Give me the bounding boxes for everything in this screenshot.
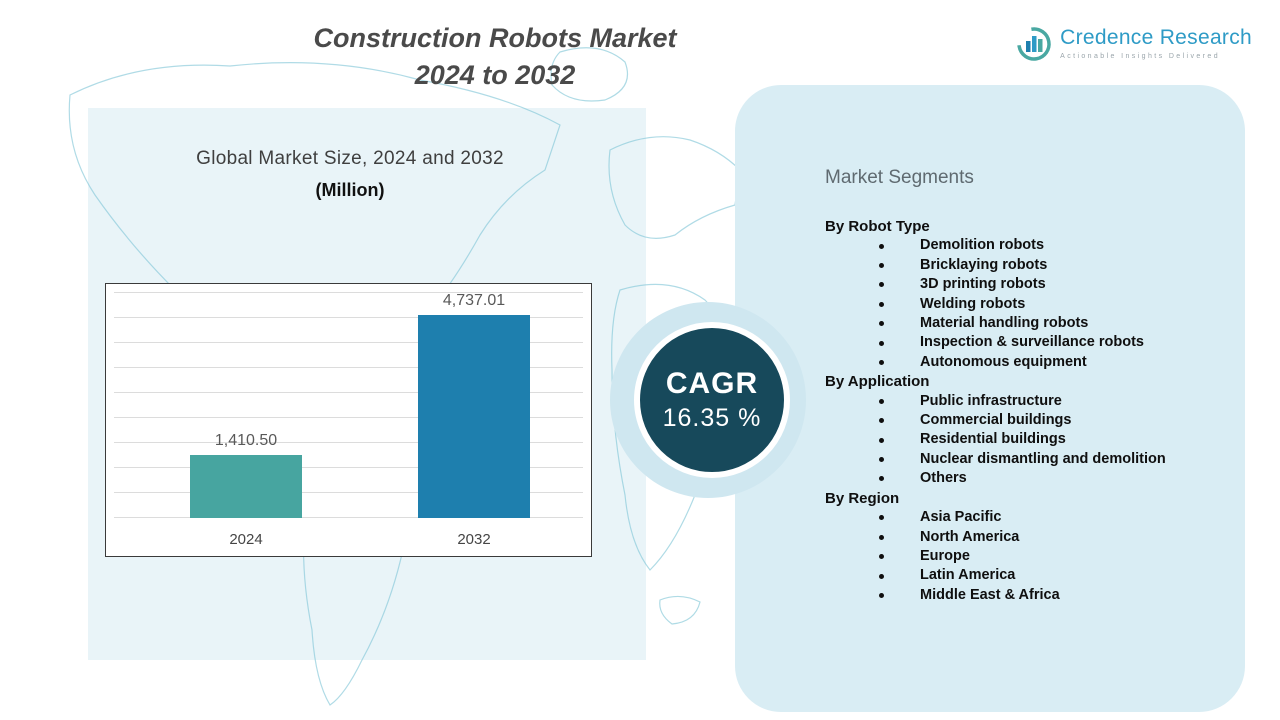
bullet-dot [879,418,884,424]
segment-list-region: Asia Pacific North America Europe Latin … [825,508,1221,605]
list-item: Commercial buildings [825,411,1221,430]
bullet-dot [879,301,884,307]
bar-chart-logo-icon [1017,27,1051,61]
list-item: Welding robots [825,295,1221,314]
bar-column-2024: 1,410.50 [190,292,302,518]
segment-group-robot-type: By Robot Type Demolition robots Bricklay… [825,217,1221,372]
bar-column-2032: 4,737.01 [418,292,530,518]
bullet-dot [879,263,884,269]
segment-heading-region: By Region [825,489,900,507]
bar-2032 [418,315,530,518]
list-item: Inspection & surveillance robots [825,333,1221,352]
list-item: Public infrastructure [825,392,1221,411]
page-title-line2: 2024 to 2032 [414,60,576,90]
list-item: Europe [825,547,1221,566]
bullet-dot [879,554,884,560]
list-item: Others [825,469,1221,488]
bullet-dot [879,398,884,404]
bullet-dot [879,360,884,366]
bullet-dot [879,534,884,540]
bar-value-label-2024: 1,410.50 [214,432,278,449]
segment-heading-application: By Application [825,373,930,391]
bullet-dot [879,340,884,346]
bullet-dot [879,243,884,249]
bullet-dot [879,573,884,579]
cagr-badge: CAGR 16.35 % [634,322,790,478]
market-segments-title: Market Segments [825,167,974,188]
bullet-dot [879,321,884,327]
list-item: Asia Pacific [825,508,1221,527]
chart-heading: Global Market Size, 2024 and 2032 (Milli… [120,148,580,201]
cagr-label: CAGR [665,366,759,400]
bar-value-label-2032: 4,737.01 [442,292,506,309]
brand-name: Credence Research [1060,26,1252,49]
segment-list-robot-type: Demolition robots Bricklaying robots 3D … [825,236,1221,372]
market-segments-panel: Market Segments By Robot Type Demolition… [735,85,1245,712]
bullet-dot [879,592,884,598]
brand-tagline: Actionable Insights Delivered [1060,53,1220,60]
page-title: Construction Robots Market 2024 to 2032 [245,20,745,94]
list-item: Residential buildings [825,430,1221,449]
x-axis-label-2032: 2032 [457,531,491,548]
list-item: Material handling robots [825,314,1221,333]
chart-heading-line1: Global Market Size, 2024 and 2032 [196,148,504,169]
list-item: Latin America [825,566,1221,585]
chart-plot-area: 1,410.50 4,737.01 [114,292,583,518]
list-item: Autonomous equipment [825,353,1221,372]
page-title-line1: Construction Robots Market [313,23,677,53]
bar-chart: 1,410.50 4,737.01 2024 2032 [105,283,592,557]
bullet-dot [879,457,884,463]
bar-2024 [190,455,302,518]
segment-list-application: Public infrastructure Commercial buildin… [825,392,1221,489]
bullet-dot [879,515,884,521]
segment-group-region: By Region Asia Pacific North America Eur… [825,489,1221,605]
cagr-value: 16.35 % [662,403,762,432]
list-item: Bricklaying robots [825,256,1221,275]
list-item: North America [825,528,1221,547]
list-item: 3D printing robots [825,275,1221,294]
segment-group-application: By Application Public infrastructure Com… [825,372,1221,488]
segment-heading-robot-type: By Robot Type [825,218,930,235]
x-axis-label-2024: 2024 [229,531,263,548]
brand-logo: Credence Research Actionable Insights De… [1016,26,1252,62]
chart-heading-line2: (Million) [315,180,385,200]
bullet-dot [879,282,884,288]
list-item: Middle East & Africa [825,586,1221,605]
bullet-dot [879,476,884,482]
list-item: Nuclear dismantling and demolition [825,450,1221,469]
list-item: Demolition robots [825,236,1221,255]
bullet-dot [879,437,884,443]
